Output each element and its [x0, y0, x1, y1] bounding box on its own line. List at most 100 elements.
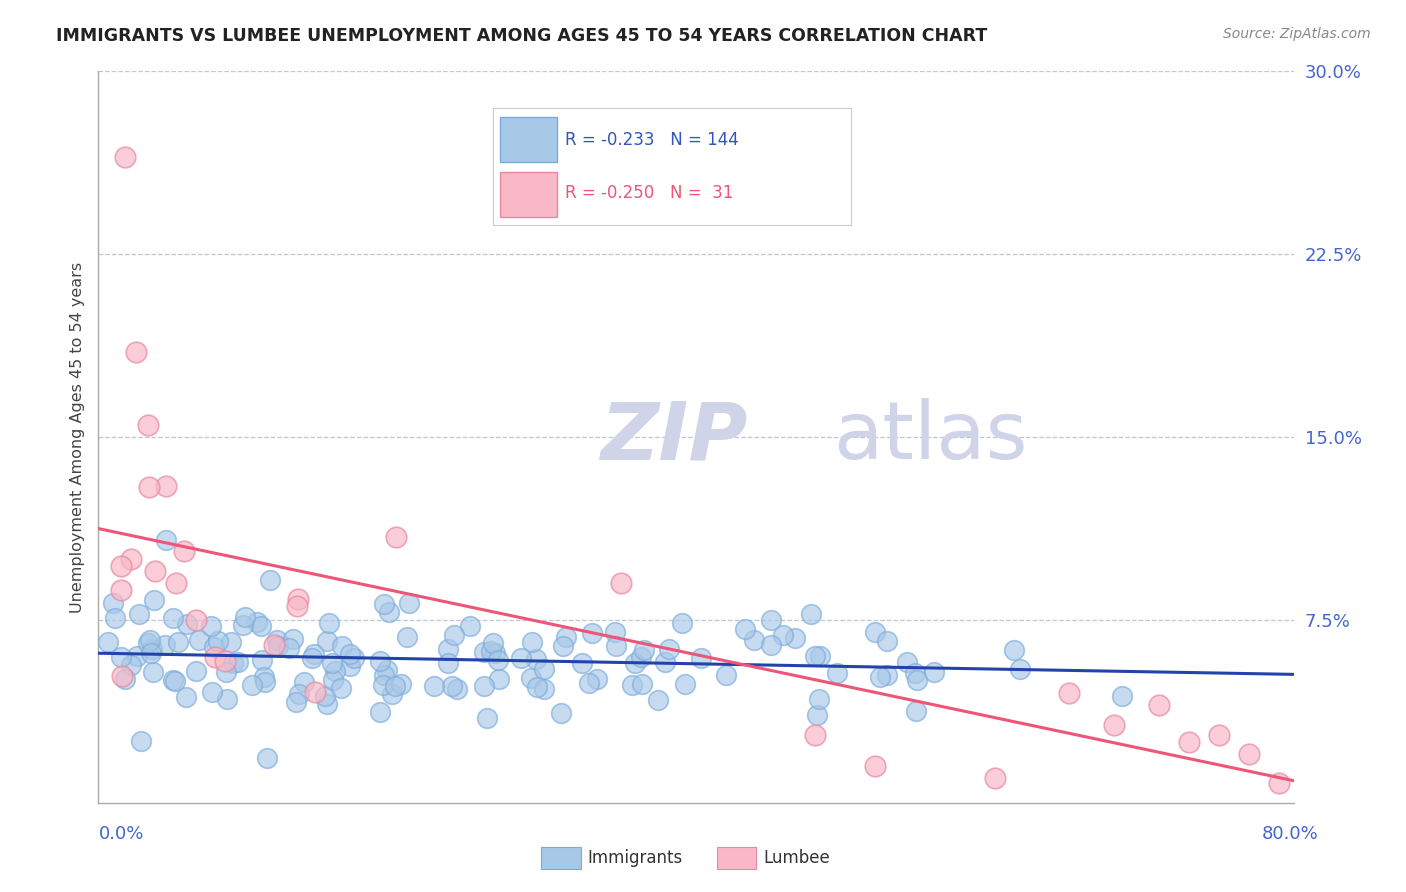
- Point: [522, 634, 544, 648]
- Point: [647, 692, 669, 706]
- Point: [111, 669, 134, 683]
- Point: [301, 651, 323, 665]
- Point: [330, 639, 353, 653]
- Point: [143, 592, 166, 607]
- Point: [385, 530, 408, 544]
- Point: [377, 663, 399, 677]
- Point: [658, 642, 681, 657]
- Point: [808, 692, 831, 706]
- Point: [184, 664, 207, 678]
- Point: [479, 644, 502, 658]
- Point: [524, 652, 547, 666]
- Point: [155, 638, 177, 652]
- Point: [526, 680, 548, 694]
- Text: IMMIGRANTS VS LUMBEE UNEMPLOYMENT AMONG AGES 45 TO 54 YEARS CORRELATION CHART: IMMIGRANTS VS LUMBEE UNEMPLOYMENT AMONG …: [56, 27, 987, 45]
- Point: [201, 685, 224, 699]
- Point: [633, 643, 655, 657]
- Point: [267, 639, 290, 653]
- Point: [204, 649, 226, 664]
- Point: [167, 635, 190, 649]
- Point: [1208, 727, 1230, 741]
- Point: [384, 679, 406, 693]
- Point: [488, 673, 510, 687]
- Point: [922, 665, 945, 679]
- Point: [176, 617, 198, 632]
- Point: [477, 711, 499, 725]
- Point: [128, 607, 150, 621]
- Point: [184, 613, 207, 627]
- Point: [734, 622, 756, 636]
- Point: [318, 615, 340, 630]
- Point: [250, 653, 273, 667]
- Point: [605, 639, 627, 653]
- Point: [155, 533, 177, 548]
- Point: [240, 678, 263, 692]
- Point: [188, 632, 211, 647]
- Point: [896, 655, 918, 669]
- Text: Immigrants: Immigrants: [588, 849, 683, 867]
- Point: [742, 632, 765, 647]
- Point: [876, 633, 898, 648]
- Point: [808, 648, 831, 663]
- Point: [127, 649, 149, 664]
- Point: [266, 633, 288, 648]
- Y-axis label: Unemployment Among Ages 45 to 54 years: Unemployment Among Ages 45 to 54 years: [69, 261, 84, 613]
- Point: [222, 657, 245, 671]
- Point: [1147, 698, 1170, 713]
- Point: [256, 751, 278, 765]
- Point: [714, 668, 737, 682]
- Point: [772, 628, 794, 642]
- Point: [624, 657, 647, 671]
- Point: [510, 651, 533, 665]
- Point: [675, 677, 697, 691]
- Point: [378, 605, 401, 619]
- Point: [581, 626, 603, 640]
- Point: [136, 636, 159, 650]
- Point: [472, 679, 495, 693]
- Point: [389, 677, 412, 691]
- Point: [252, 670, 274, 684]
- Point: [472, 645, 495, 659]
- Point: [162, 673, 184, 688]
- Point: [904, 666, 927, 681]
- Point: [621, 678, 644, 692]
- Point: [803, 648, 825, 663]
- Point: [250, 619, 273, 633]
- Point: [139, 632, 162, 647]
- Point: [371, 678, 394, 692]
- Point: [339, 659, 361, 673]
- Point: [520, 671, 543, 685]
- Point: [800, 607, 823, 621]
- Point: [1111, 689, 1133, 703]
- Point: [322, 673, 344, 687]
- Point: [343, 651, 366, 665]
- Point: [437, 641, 460, 656]
- Point: [1002, 643, 1025, 657]
- Point: [578, 676, 600, 690]
- Point: [315, 633, 337, 648]
- Point: [136, 417, 159, 432]
- Point: [571, 657, 593, 671]
- Point: [245, 615, 267, 629]
- Text: 0.0%: 0.0%: [98, 825, 143, 843]
- Point: [395, 630, 418, 644]
- Point: [142, 665, 165, 680]
- Point: [553, 639, 575, 653]
- Point: [287, 591, 309, 606]
- Text: atlas: atlas: [834, 398, 1028, 476]
- Point: [550, 706, 572, 720]
- Point: [207, 634, 229, 648]
- Point: [321, 656, 343, 670]
- Point: [110, 583, 132, 598]
- Point: [110, 649, 132, 664]
- Point: [482, 636, 505, 650]
- Point: [368, 654, 391, 668]
- Point: [827, 666, 849, 681]
- Point: [759, 639, 782, 653]
- Point: [120, 658, 142, 673]
- Point: [671, 615, 693, 630]
- Point: [654, 655, 676, 669]
- Point: [259, 573, 281, 587]
- Point: [339, 648, 361, 662]
- Point: [1059, 686, 1081, 700]
